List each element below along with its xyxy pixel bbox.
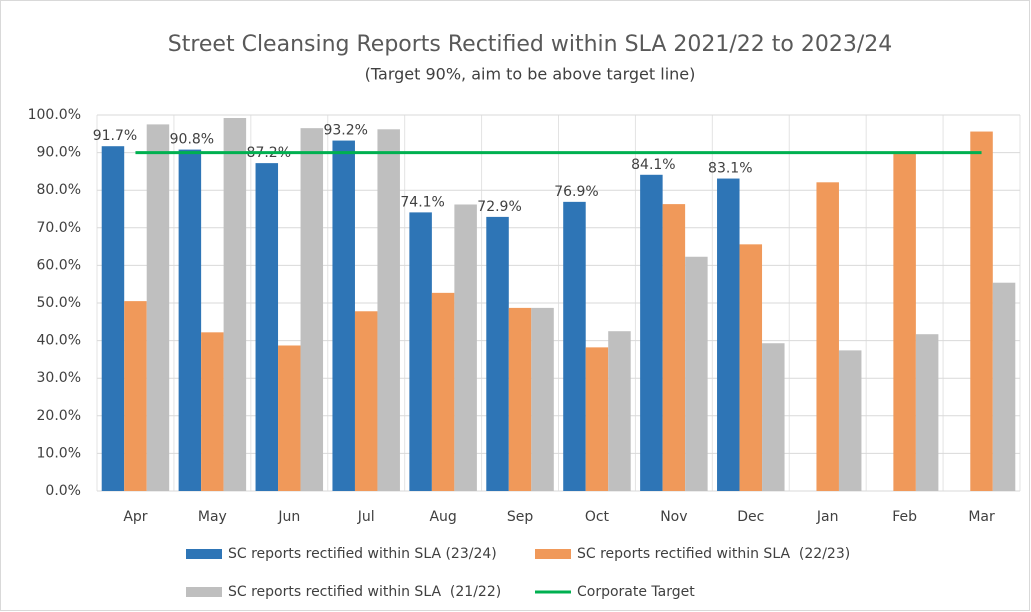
x-tick-label: Oct (585, 509, 610, 525)
legend-swatch (186, 587, 222, 597)
legend-label: SC reports rectified within SLA (23/24) (228, 546, 497, 562)
bar (915, 334, 939, 491)
y-tick-label: 30.0% (37, 370, 81, 386)
bar (255, 163, 279, 492)
bar (739, 244, 763, 491)
bar (838, 350, 862, 491)
bar (762, 343, 785, 491)
legend-label: SC reports rectified within SLA (22/23) (577, 546, 850, 562)
bar (332, 140, 355, 491)
data-label: 76.9% (554, 184, 598, 200)
legend-swatch (186, 549, 222, 559)
y-tick-label: 0.0% (45, 483, 81, 499)
bar (608, 331, 631, 491)
bar (431, 292, 455, 491)
bar (300, 128, 324, 491)
bar (409, 212, 432, 491)
bar (893, 152, 916, 491)
bar (685, 256, 708, 491)
y-tick-label: 10.0% (37, 445, 81, 461)
y-tick-label: 70.0% (37, 220, 81, 236)
y-tick-label: 90.0% (37, 145, 81, 161)
x-tick-label: Nov (660, 509, 687, 525)
bar (101, 146, 125, 491)
y-tick-label: 40.0% (37, 333, 81, 349)
data-label: 84.1% (631, 157, 675, 173)
chart-title: Street Cleansing Reports Rectified withi… (168, 32, 893, 57)
bar (992, 282, 1016, 491)
bar (508, 307, 532, 491)
bar (640, 174, 663, 491)
bar (178, 149, 202, 492)
bar (124, 301, 147, 491)
data-label: 90.8% (170, 132, 214, 148)
data-label: 91.7% (93, 128, 137, 144)
bar (146, 124, 170, 492)
legend-label: Corporate Target (577, 584, 695, 600)
x-tick-label: May (198, 509, 227, 525)
data-label: 83.1% (708, 161, 752, 177)
bar (717, 178, 740, 491)
y-tick-label: 50.0% (37, 295, 81, 311)
y-tick-label: 20.0% (37, 408, 81, 424)
bar (354, 311, 378, 491)
data-label: 74.1% (400, 194, 444, 210)
x-tick-label: Sep (507, 509, 534, 525)
x-tick-label: Dec (737, 509, 764, 525)
data-label: 93.2% (323, 123, 367, 139)
x-tick-label: Apr (123, 509, 147, 525)
data-label: 72.9% (477, 199, 521, 215)
bar (531, 307, 554, 491)
x-tick-label: Aug (429, 509, 456, 525)
legend-swatch (535, 549, 571, 559)
bar (201, 332, 224, 491)
x-tick-label: Feb (892, 509, 917, 525)
x-tick-label: Jan (816, 509, 839, 525)
y-tick-label: 80.0% (37, 182, 81, 198)
y-tick-label: 100.0% (28, 107, 81, 123)
bar (278, 345, 301, 491)
bar (662, 204, 686, 491)
bar (486, 216, 509, 491)
bar (585, 347, 609, 491)
x-tick-label: Jun (277, 509, 300, 525)
bar (816, 182, 839, 491)
bar (454, 204, 477, 491)
x-tick-label: Mar (968, 509, 995, 525)
x-tick-label: Jul (357, 509, 375, 525)
bar (377, 129, 400, 491)
bar (223, 118, 247, 492)
bar (970, 131, 993, 491)
legend-label: SC reports rectified within SLA (21/22) (228, 584, 501, 600)
y-tick-label: 60.0% (37, 257, 81, 273)
bar (563, 201, 586, 491)
chart-subtitle: (Target 90%, aim to be above target line… (365, 65, 696, 84)
